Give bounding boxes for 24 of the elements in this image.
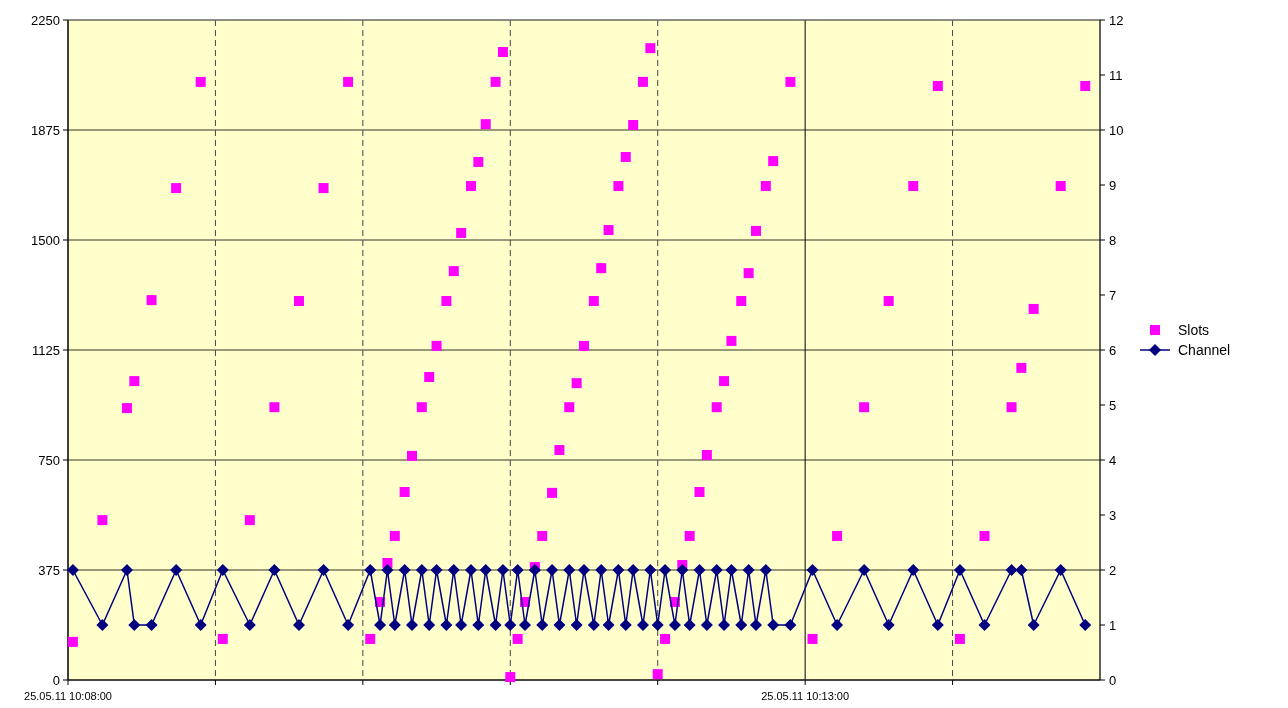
legend-label: Channel	[1178, 341, 1231, 358]
y2-tick-label: 5	[1109, 397, 1117, 413]
y2-tick-label: 9	[1109, 177, 1117, 193]
y2-tick-label: 0	[1109, 672, 1117, 688]
y2-tick-label: 3	[1109, 507, 1117, 523]
y2-tick-label: 8	[1109, 232, 1117, 248]
y-tick-label: 375	[38, 562, 60, 578]
x-tick-label: 25.05.11 10:13:00	[761, 690, 850, 702]
y-tick-label: 1500	[31, 232, 60, 248]
y2-tick-label: 7	[1109, 287, 1117, 303]
y2-tick-label: 10	[1109, 122, 1124, 138]
y2-tick-label: 2	[1109, 562, 1117, 578]
y-tick-label: 750	[38, 452, 60, 468]
y2-tick-label: 6	[1109, 342, 1117, 358]
legend-label: Slots	[1178, 321, 1210, 338]
y2-tick-label: 11	[1109, 67, 1123, 83]
y-tick-label: 1125	[32, 342, 60, 358]
y2-tick-label: 1	[1109, 617, 1117, 633]
y2-tick-label: 4	[1109, 452, 1117, 468]
y2-tick-label: 12	[1109, 12, 1124, 28]
x-tick-label: 25.05.11 10:08:00	[24, 690, 112, 702]
y-tick-label: 1875	[31, 122, 60, 138]
y-tick-label: 2250	[31, 12, 60, 28]
y-tick-label: 0	[52, 672, 60, 688]
